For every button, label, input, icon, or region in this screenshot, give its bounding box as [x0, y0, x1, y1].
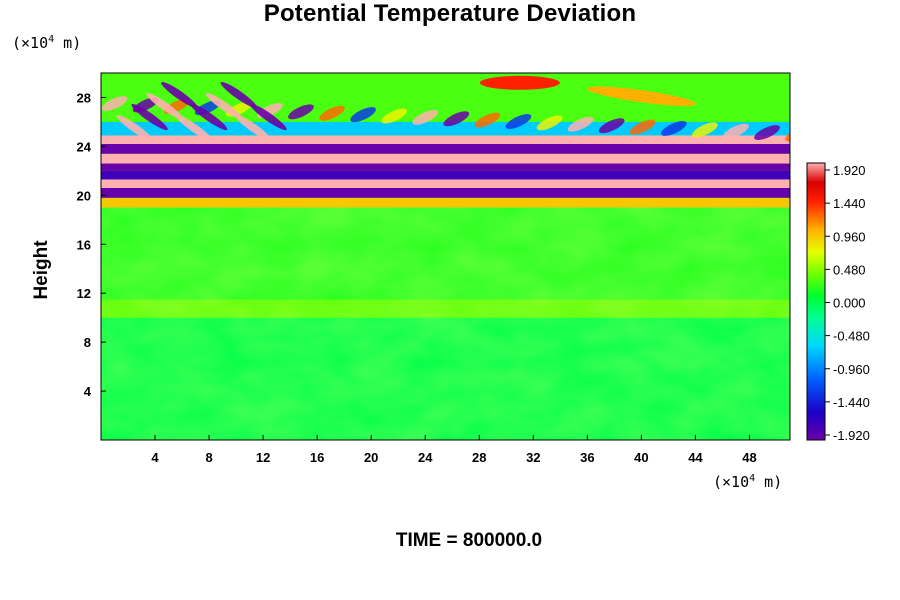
- wave-blob: [505, 114, 532, 129]
- field-band-22-blue: [101, 170, 790, 180]
- wave-streak: [116, 115, 153, 142]
- x-axis-ticks: 4 8 12 16 20 24 28 32 36 40 44 48: [151, 435, 757, 465]
- warm-anomaly: [479, 75, 560, 90]
- wave-blob: [692, 122, 718, 138]
- wave-streak: [146, 92, 183, 120]
- colorbar-label: 1.440: [833, 196, 866, 211]
- field-band-22-purple: [101, 163, 790, 171]
- wave-blob: [381, 108, 408, 124]
- y-tick-label: 24: [77, 139, 92, 154]
- y-tick-label: 16: [77, 237, 91, 252]
- x-tick-label: 8: [205, 450, 212, 465]
- wave-blob: [288, 104, 314, 120]
- plot-frame: [100, 72, 791, 441]
- wave-blob: [814, 125, 844, 146]
- colorbar-label: -1.920: [833, 428, 870, 443]
- x-tick-label: 24: [418, 450, 433, 465]
- time-label: TIME = 800000.0: [395, 530, 543, 551]
- wave-blob: [629, 119, 656, 135]
- wave-streak: [250, 104, 287, 131]
- y-tick-label: 12: [77, 286, 91, 301]
- y-tick-label: 8: [84, 335, 91, 350]
- x-tick-label: 32: [526, 450, 540, 465]
- colorbar-label: -0.960: [833, 362, 870, 377]
- chart-title: Potential Temperature Deviation: [263, 0, 637, 27]
- y-tick-label: 4: [84, 384, 92, 399]
- wave-blob: [536, 115, 563, 131]
- x-tick-label: 40: [634, 450, 648, 465]
- y-axis-ticks: 4 8 12 16 20 24 28: [77, 90, 106, 399]
- y-tick-label: 20: [77, 188, 91, 203]
- wave-blob: [412, 109, 439, 125]
- x-tick-label: 28: [472, 450, 486, 465]
- wave-blob: [319, 105, 345, 121]
- colorbar-label: -0.480: [833, 329, 870, 344]
- colorbar-label: 0.000: [833, 296, 866, 311]
- x-tick-label: 36: [580, 450, 594, 465]
- wave-blob: [101, 96, 128, 112]
- wave-blob: [723, 123, 749, 139]
- x-tick-label: 44: [688, 450, 703, 465]
- x-tick-label: 16: [310, 450, 324, 465]
- wave-blob: [443, 111, 470, 127]
- wave-blob: [350, 107, 376, 123]
- colorbar-scale: [806, 162, 826, 441]
- wave-streak: [235, 115, 272, 142]
- warm-anomaly: [586, 86, 696, 106]
- wave-blob: [660, 120, 687, 136]
- colorbar-label: 0.480: [833, 262, 866, 277]
- field-band-20-purple: [101, 187, 790, 198]
- wave-pattern: [101, 75, 844, 146]
- colorbar-label: -1.440: [833, 395, 870, 410]
- field-band-19: [101, 197, 790, 208]
- x-tick-label: 4: [151, 450, 159, 465]
- x-tick-label: 12: [256, 450, 270, 465]
- colorbar-label: 1.920: [833, 163, 866, 178]
- wave-blob: [598, 118, 625, 134]
- x-tick-label: 20: [364, 450, 378, 465]
- wave-streak: [205, 92, 243, 120]
- wave-streak: [161, 81, 198, 109]
- wave-blob: [754, 125, 780, 141]
- field-band-25-pink: [101, 135, 790, 144]
- x-tick-label: 48: [742, 450, 756, 465]
- colorbar: 1.920 1.440 0.960 0.480 0.000 -0.480 -0.960 -1.…: [806, 162, 870, 443]
- y-axis-unit: (×104 m): [12, 34, 82, 52]
- field-band-24-purple: [101, 143, 790, 154]
- x-axis-unit: (×104 m): [713, 473, 783, 491]
- heatmap-field: [101, 73, 844, 440]
- wave-blob: [567, 116, 594, 132]
- wave-streak: [220, 81, 257, 109]
- field-band-23-pink: [101, 153, 790, 164]
- wave-streak: [176, 115, 213, 142]
- field-band-21-pink: [101, 179, 790, 188]
- wave-streak: [131, 104, 168, 131]
- y-tick-label: 28: [77, 90, 91, 105]
- wave-blob: [474, 112, 501, 128]
- wave-streak: [190, 104, 228, 131]
- turbulence-texture: [101, 207, 790, 440]
- colorbar-label: 0.960: [833, 229, 866, 244]
